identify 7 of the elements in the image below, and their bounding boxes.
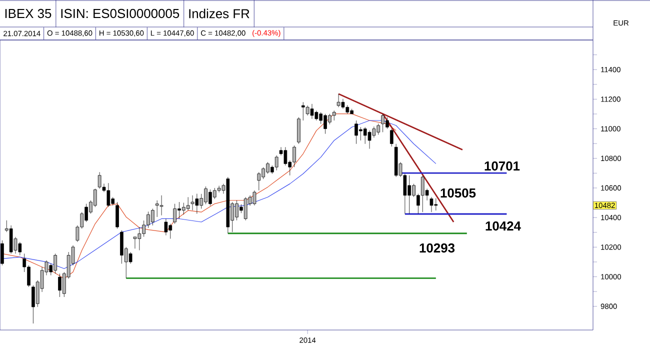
annotation: 10701 (484, 161, 520, 171)
annotation: 10424 (486, 221, 521, 231)
chart-title: IBEX 35 (5, 8, 52, 18)
annotation: 10505 (440, 188, 476, 198)
text: Indizes FR (189, 8, 250, 18)
chart-subtitle: ISIN: ES0SI0000005 (61, 8, 180, 18)
annotation: 10293 (420, 243, 455, 253)
